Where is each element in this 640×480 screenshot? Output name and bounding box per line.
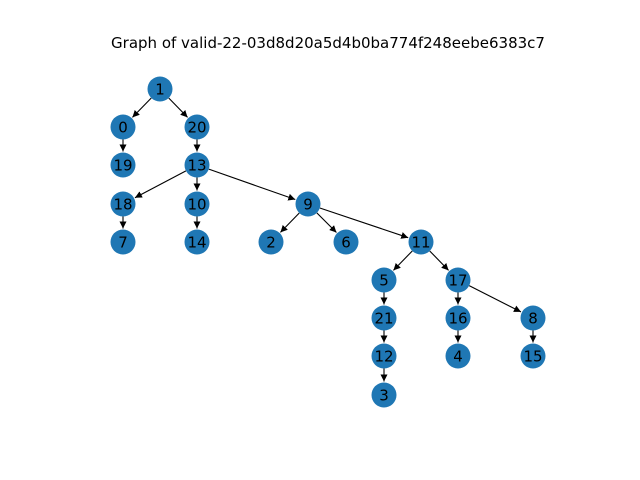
edge-11-to-17 (429, 250, 449, 271)
node-20: 20 (184, 114, 210, 140)
node-21: 21 (371, 305, 397, 331)
node-19: 19 (110, 152, 136, 178)
node-circle-3 (371, 382, 397, 408)
node-circle-1 (147, 76, 173, 102)
node-circle-11 (408, 229, 434, 255)
node-circle-10 (184, 191, 210, 217)
node-circle-4 (445, 343, 471, 369)
node-17: 17 (445, 267, 471, 293)
edge-1-to-0 (132, 97, 152, 118)
node-label-12: 12 (374, 348, 393, 366)
node-label-4: 4 (453, 348, 463, 366)
node-3: 3 (371, 382, 397, 408)
node-label-8: 8 (528, 310, 538, 328)
node-circle-15 (520, 343, 546, 369)
node-circle-8 (520, 305, 546, 331)
node-label-21: 21 (374, 310, 393, 328)
node-circle-17 (445, 267, 471, 293)
node-18: 18 (110, 191, 136, 217)
node-label-16: 16 (448, 310, 467, 328)
node-label-9: 9 (303, 196, 313, 214)
node-5: 5 (371, 267, 397, 293)
edge-9-to-11 (319, 207, 409, 239)
edge-9-to-2 (280, 212, 300, 233)
node-15: 15 (520, 343, 546, 369)
node-label-13: 13 (187, 157, 206, 175)
node-10: 10 (184, 191, 210, 217)
edge-11-to-5 (393, 250, 413, 271)
node-circle-19 (110, 152, 136, 178)
node-label-15: 15 (523, 348, 542, 366)
node-label-6: 6 (341, 234, 351, 252)
node-7: 7 (110, 229, 136, 255)
node-circle-21 (371, 305, 397, 331)
edge-13-to-9 (208, 168, 296, 201)
node-circle-6 (333, 229, 359, 255)
edge-1-to-20 (168, 97, 188, 118)
node-8: 8 (520, 305, 546, 331)
edge-17-to-8 (468, 285, 522, 313)
node-circle-13 (184, 152, 210, 178)
node-label-0: 0 (118, 119, 128, 137)
node-11: 11 (408, 229, 434, 255)
edge-13-to-18 (134, 170, 187, 199)
node-9: 9 (295, 191, 321, 217)
node-label-1: 1 (155, 81, 165, 99)
node-label-20: 20 (187, 119, 206, 137)
node-label-11: 11 (411, 234, 430, 252)
node-label-2: 2 (266, 234, 276, 252)
node-14: 14 (184, 229, 210, 255)
node-1: 1 (147, 76, 173, 102)
node-12: 12 (371, 343, 397, 369)
node-label-7: 7 (118, 234, 128, 252)
edge-9-to-6 (316, 212, 337, 233)
node-circle-18 (110, 191, 136, 217)
node-4: 4 (445, 343, 471, 369)
edges-layer (119, 97, 537, 382)
node-circle-20 (184, 114, 210, 140)
node-16: 16 (445, 305, 471, 331)
node-label-18: 18 (113, 196, 132, 214)
node-13: 13 (184, 152, 210, 178)
node-label-19: 19 (113, 157, 132, 175)
node-circle-14 (184, 229, 210, 255)
node-6: 6 (333, 229, 359, 255)
node-label-3: 3 (379, 387, 389, 405)
node-circle-12 (371, 343, 397, 369)
node-2: 2 (258, 229, 284, 255)
node-circle-5 (371, 267, 397, 293)
node-circle-2 (258, 229, 284, 255)
graph-title: Graph of valid-22-03d8d20a5d4b0ba774f248… (111, 34, 545, 52)
node-label-10: 10 (187, 196, 206, 214)
node-circle-16 (445, 305, 471, 331)
node-circle-7 (110, 229, 136, 255)
node-label-14: 14 (187, 234, 206, 252)
node-label-5: 5 (379, 272, 389, 290)
node-label-17: 17 (448, 272, 467, 290)
node-circle-9 (295, 191, 321, 217)
node-0: 0 (110, 114, 136, 140)
node-circle-0 (110, 114, 136, 140)
